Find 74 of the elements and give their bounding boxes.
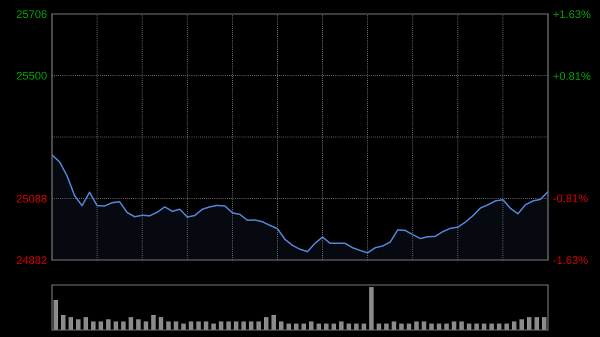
y2-tick-label: +0.81% bbox=[553, 72, 590, 80]
bar bbox=[466, 324, 472, 330]
bar bbox=[324, 324, 329, 330]
y-tick-label: 25706 bbox=[16, 10, 47, 18]
bar bbox=[61, 315, 66, 330]
y-tick-label: 24882 bbox=[16, 256, 47, 264]
bar bbox=[362, 324, 366, 330]
bar bbox=[226, 321, 231, 330]
bar bbox=[294, 324, 298, 330]
bar bbox=[106, 319, 111, 330]
y-tick-label: 25088 bbox=[16, 194, 47, 203]
bar bbox=[151, 315, 156, 330]
bar bbox=[354, 324, 359, 330]
bar bbox=[84, 317, 88, 330]
bar bbox=[211, 324, 216, 330]
bar bbox=[241, 321, 246, 330]
bar bbox=[482, 324, 486, 330]
bar bbox=[271, 315, 276, 330]
bar bbox=[346, 324, 352, 330]
bar bbox=[399, 324, 404, 330]
bar bbox=[309, 321, 314, 330]
bar bbox=[114, 321, 118, 330]
bar bbox=[121, 321, 126, 330]
bar bbox=[98, 321, 104, 330]
bar bbox=[68, 317, 74, 330]
bar bbox=[248, 321, 254, 330]
bar bbox=[534, 317, 539, 330]
bar bbox=[519, 319, 524, 330]
bar bbox=[444, 324, 449, 330]
bar bbox=[489, 324, 494, 330]
bar bbox=[174, 321, 178, 330]
bar bbox=[136, 319, 141, 330]
bar bbox=[286, 324, 291, 330]
bar bbox=[218, 321, 224, 330]
bar bbox=[316, 324, 322, 330]
bar bbox=[54, 300, 58, 330]
bar bbox=[459, 321, 464, 330]
y2-tick-label: -1.63% bbox=[553, 256, 588, 264]
bar bbox=[376, 324, 382, 330]
bar bbox=[234, 321, 238, 330]
bar bbox=[369, 287, 374, 330]
bar bbox=[188, 321, 194, 330]
bar bbox=[339, 321, 344, 330]
bar bbox=[332, 324, 336, 330]
bar bbox=[278, 321, 284, 330]
bar bbox=[512, 321, 516, 330]
bar bbox=[474, 324, 479, 330]
bar bbox=[414, 321, 419, 330]
bar bbox=[406, 324, 412, 330]
bar bbox=[196, 321, 201, 330]
bar bbox=[384, 324, 389, 330]
bar bbox=[181, 324, 186, 330]
y2-tick-label: +1.63% bbox=[553, 10, 590, 18]
bar bbox=[144, 321, 148, 330]
bar bbox=[256, 321, 261, 330]
bar bbox=[264, 317, 268, 330]
bar bbox=[76, 319, 81, 330]
bar bbox=[542, 317, 546, 330]
bar bbox=[429, 324, 434, 330]
bar bbox=[392, 321, 396, 330]
bar bbox=[91, 321, 96, 330]
bar bbox=[496, 324, 502, 330]
bar bbox=[452, 321, 456, 330]
bar bbox=[204, 321, 208, 330]
bar bbox=[128, 317, 134, 330]
y2-tick-label: -0.81% bbox=[553, 194, 588, 202]
bar bbox=[158, 317, 164, 330]
bar bbox=[526, 317, 532, 330]
bar bbox=[422, 321, 426, 330]
bar bbox=[166, 321, 171, 330]
y-tick-label: 25500 bbox=[16, 72, 47, 80]
bar bbox=[504, 324, 509, 330]
bar bbox=[302, 324, 306, 330]
bar bbox=[436, 324, 442, 330]
